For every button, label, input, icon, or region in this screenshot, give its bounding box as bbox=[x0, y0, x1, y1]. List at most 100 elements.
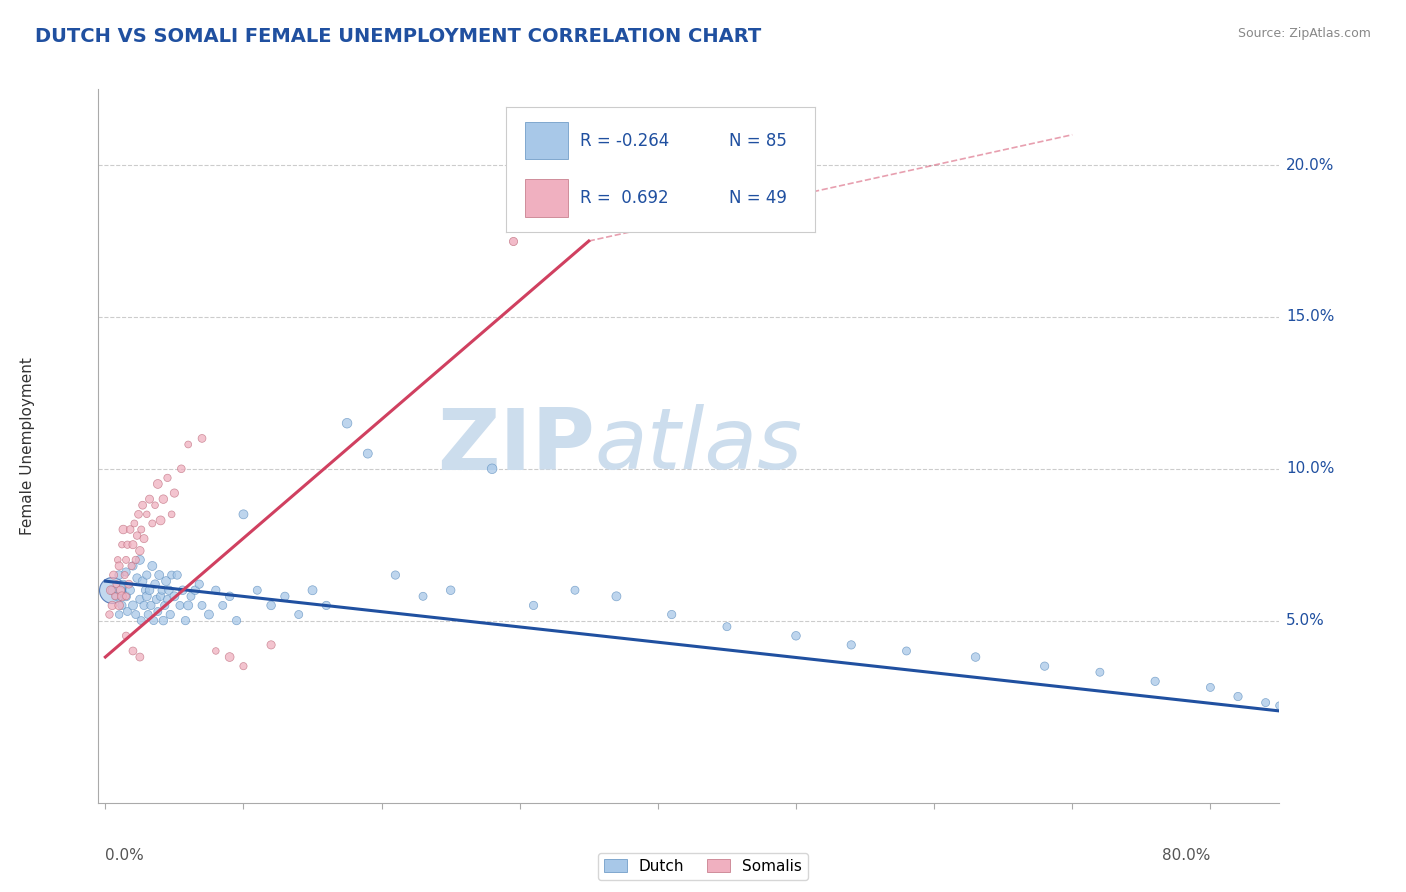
Point bbox=[145, 592, 167, 607]
Point bbox=[128, 592, 150, 607]
Point bbox=[1254, 696, 1277, 710]
Point bbox=[135, 568, 157, 582]
Point bbox=[120, 523, 142, 537]
Point bbox=[522, 599, 544, 613]
Point bbox=[965, 650, 987, 665]
Point bbox=[198, 607, 221, 622]
Point bbox=[412, 590, 434, 604]
Point bbox=[1275, 701, 1298, 715]
Point bbox=[160, 568, 183, 582]
Point bbox=[174, 614, 197, 628]
Point bbox=[159, 607, 181, 622]
Point bbox=[104, 590, 127, 604]
Point bbox=[114, 568, 136, 582]
Point bbox=[260, 638, 283, 652]
Point bbox=[101, 599, 124, 613]
Point bbox=[108, 607, 131, 622]
Point bbox=[166, 568, 188, 582]
Text: 15.0%: 15.0% bbox=[1286, 310, 1334, 325]
Point bbox=[105, 590, 128, 604]
Point bbox=[785, 629, 807, 643]
Point bbox=[160, 508, 183, 522]
Point bbox=[301, 583, 323, 598]
Point bbox=[122, 599, 145, 613]
Point bbox=[135, 590, 157, 604]
Point bbox=[115, 590, 138, 604]
Point bbox=[117, 605, 139, 619]
Point bbox=[205, 644, 228, 658]
Point bbox=[163, 486, 186, 500]
Point bbox=[225, 614, 247, 628]
Point bbox=[110, 583, 132, 598]
Point bbox=[169, 599, 191, 613]
Point bbox=[134, 583, 156, 598]
Text: 5.0%: 5.0% bbox=[1286, 613, 1324, 628]
Point bbox=[146, 605, 169, 619]
Point bbox=[128, 543, 150, 558]
Point bbox=[336, 416, 359, 430]
Point bbox=[1144, 674, 1167, 689]
Point bbox=[132, 599, 155, 613]
Point bbox=[115, 629, 138, 643]
Point bbox=[129, 614, 152, 628]
Point bbox=[122, 644, 145, 658]
Point bbox=[218, 590, 240, 604]
Text: Source: ZipAtlas.com: Source: ZipAtlas.com bbox=[1237, 27, 1371, 40]
Point bbox=[191, 599, 214, 613]
Point bbox=[139, 599, 162, 613]
Point bbox=[184, 583, 207, 598]
Point bbox=[108, 568, 131, 582]
Point bbox=[1268, 698, 1291, 713]
Point bbox=[172, 583, 194, 598]
Point bbox=[180, 590, 202, 604]
Point bbox=[118, 577, 141, 591]
Point bbox=[896, 644, 918, 658]
Point bbox=[112, 577, 135, 591]
Point bbox=[152, 492, 174, 507]
Point bbox=[111, 599, 134, 613]
Point bbox=[177, 599, 200, 613]
Text: 20.0%: 20.0% bbox=[1286, 158, 1334, 173]
Point bbox=[148, 568, 170, 582]
Point bbox=[149, 590, 172, 604]
Point bbox=[124, 516, 146, 531]
Point bbox=[716, 620, 738, 634]
Point bbox=[127, 571, 149, 585]
Point bbox=[129, 523, 152, 537]
Point bbox=[142, 614, 165, 628]
Point bbox=[232, 659, 254, 673]
Point bbox=[661, 607, 683, 622]
Point bbox=[108, 558, 131, 573]
Point bbox=[138, 492, 160, 507]
Point bbox=[146, 477, 169, 491]
Point bbox=[101, 583, 124, 598]
Point bbox=[108, 599, 131, 613]
Point bbox=[117, 538, 139, 552]
Text: N = 85: N = 85 bbox=[728, 132, 787, 150]
Point bbox=[205, 583, 228, 598]
Point bbox=[143, 498, 166, 512]
Point bbox=[315, 599, 337, 613]
Point bbox=[107, 553, 129, 567]
Point bbox=[112, 523, 135, 537]
Point bbox=[1088, 665, 1111, 680]
Text: atlas: atlas bbox=[595, 404, 803, 488]
Point bbox=[1199, 681, 1222, 695]
Point bbox=[170, 462, 193, 476]
Point bbox=[128, 553, 150, 567]
Point bbox=[149, 513, 172, 527]
Point bbox=[98, 607, 121, 622]
Point bbox=[287, 607, 309, 622]
Point bbox=[111, 590, 134, 604]
Point bbox=[1227, 690, 1250, 704]
Point bbox=[131, 498, 153, 512]
Point bbox=[125, 553, 148, 567]
Point bbox=[115, 553, 138, 567]
Point bbox=[156, 592, 179, 607]
Point bbox=[122, 558, 145, 573]
Point bbox=[135, 508, 157, 522]
Point bbox=[131, 574, 153, 588]
Point bbox=[274, 590, 297, 604]
Point bbox=[153, 599, 176, 613]
Point bbox=[152, 614, 174, 628]
